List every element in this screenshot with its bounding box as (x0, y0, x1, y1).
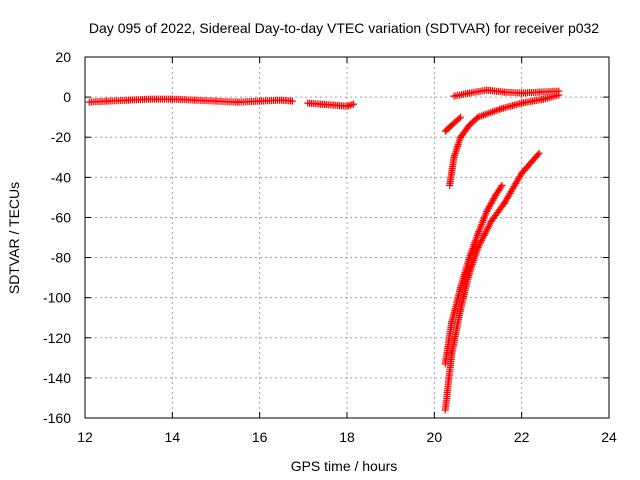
data-point (455, 115, 463, 123)
y-tick-label: 20 (55, 49, 71, 65)
data-point (555, 91, 563, 99)
y-tick-label: -140 (43, 370, 71, 386)
x-tick-label: 12 (77, 429, 93, 445)
series-arc5 (446, 91, 563, 189)
data-point (497, 183, 505, 191)
y-tick-label: -60 (51, 209, 71, 225)
series-arc6 (441, 181, 506, 368)
x-tick-label: 24 (601, 429, 617, 445)
data-point (350, 100, 358, 108)
y-tick-label: -160 (43, 410, 71, 426)
y-tick-label: -20 (51, 129, 71, 145)
x-tick-label: 14 (165, 429, 181, 445)
x-tick-label: 20 (427, 429, 443, 445)
grid-layer (85, 57, 609, 418)
axis-ticks: 12 14 16 18 20 22 24 20 0 -20 -40 -60 -80 -100 -120 -14… (43, 49, 617, 445)
data-point (535, 149, 543, 157)
y-tick-label: 0 (63, 89, 71, 105)
series-arc3 (450, 86, 563, 100)
data-point (498, 181, 506, 189)
data-point (288, 97, 296, 105)
x-tick-label: 16 (252, 429, 268, 445)
y-tick-label: -80 (51, 250, 71, 266)
series-arc4 (441, 113, 465, 135)
chart-title: Day 095 of 2022, Sidereal Day-to-day VTE… (89, 20, 599, 36)
y-tick-label: -100 (43, 290, 71, 306)
y-tick-label: -40 (51, 169, 71, 185)
y-axis-label: SDTVAR / TECUs (6, 182, 22, 294)
data-point (534, 151, 542, 159)
series-arc7 (441, 149, 543, 414)
y-tick-label: -120 (43, 330, 71, 346)
x-tick-label: 18 (339, 429, 355, 445)
x-tick-label: 22 (514, 429, 530, 445)
series-arc2 (304, 99, 358, 110)
series-arc1 (85, 95, 296, 106)
data-point (457, 113, 465, 121)
x-axis-label: GPS time / hours (291, 458, 398, 474)
data-marks (85, 86, 563, 414)
